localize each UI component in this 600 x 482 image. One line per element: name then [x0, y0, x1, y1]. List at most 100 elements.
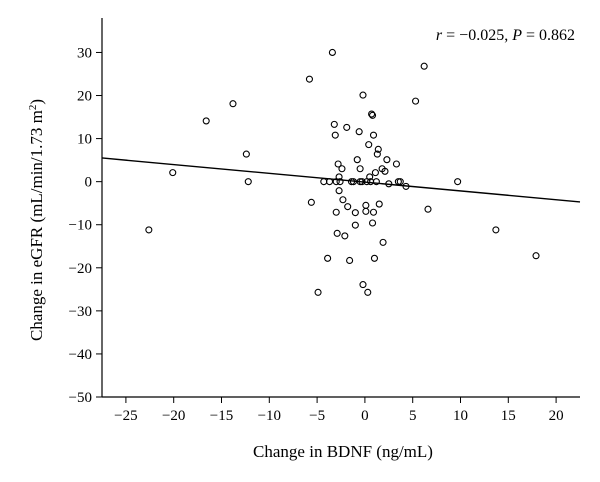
data-point	[333, 229, 341, 237]
data-point	[314, 288, 322, 296]
correlation-annotation: r = −0.025, P = 0.862	[436, 27, 575, 44]
data-point	[368, 111, 377, 119]
data-point	[320, 178, 328, 186]
data-point	[169, 169, 177, 177]
x-tick-label: −15	[210, 408, 233, 424]
data-point	[369, 208, 378, 216]
data-point	[331, 131, 339, 139]
data-point	[341, 232, 349, 240]
x-tick-label: −10	[258, 408, 281, 424]
data-point	[325, 178, 334, 186]
y-tick-label: 0	[85, 175, 93, 191]
y-axis-title-main: Change in eGFR (mL/min/1.73 m	[27, 110, 46, 341]
p-value: = 0.862	[522, 27, 575, 44]
data-point	[355, 128, 363, 136]
data-point	[359, 91, 367, 99]
data-point	[305, 75, 314, 83]
tick-labels-group: −25 −20 −15 −10 −5 0 5 10 15 203020100−10−20−30−4…	[69, 45, 564, 424]
data-point	[392, 160, 400, 168]
data-point	[346, 256, 354, 265]
data-point	[335, 187, 343, 195]
data-point	[424, 205, 432, 213]
data-point	[335, 173, 343, 181]
data-point	[242, 150, 250, 158]
data-point	[492, 226, 500, 234]
data-point	[375, 200, 383, 208]
x-tick-label: −25	[114, 408, 137, 424]
data-point	[353, 156, 361, 164]
data-point	[332, 208, 340, 216]
data-point	[334, 160, 342, 168]
data-point	[339, 196, 347, 204]
data-point	[412, 97, 420, 105]
data-point	[202, 117, 210, 125]
y-tick-label: 20	[77, 89, 92, 105]
data-point	[372, 178, 380, 186]
r-symbol: r	[436, 27, 443, 44]
data-point	[370, 254, 379, 262]
data-point	[344, 203, 352, 211]
data-point	[338, 165, 346, 173]
y-tick-label: 30	[77, 45, 92, 61]
data-point	[328, 48, 336, 57]
y-axis-title-sup: 2	[27, 105, 39, 111]
data-point	[366, 173, 374, 181]
y-tick-label: −10	[69, 218, 92, 234]
data-point	[145, 226, 153, 234]
y-tick-label: −40	[69, 347, 92, 363]
x-tick-label: 5	[409, 408, 417, 424]
data-point	[373, 150, 381, 158]
data-point	[324, 254, 332, 262]
data-point	[349, 178, 357, 186]
regression-line	[101, 157, 581, 203]
data-point	[368, 110, 376, 118]
ticks-group	[96, 51, 557, 403]
data-point	[379, 238, 387, 246]
p-symbol: P	[511, 27, 522, 44]
data-point	[356, 178, 364, 186]
data-point	[336, 178, 344, 186]
points-group	[145, 48, 540, 296]
data-point	[356, 165, 364, 173]
data-point	[343, 123, 351, 131]
data-point	[402, 182, 410, 190]
y-tick-label: −50	[69, 390, 92, 406]
x-tick-label: 0	[361, 408, 369, 424]
data-point	[369, 131, 378, 139]
data-point	[365, 141, 373, 149]
x-tick-label: 20	[549, 408, 564, 424]
data-point	[383, 156, 391, 164]
data-point	[358, 178, 366, 186]
data-point	[371, 169, 379, 177]
data-point	[532, 252, 540, 260]
data-point	[396, 178, 404, 186]
y-tick-label: −20	[69, 261, 92, 277]
data-point	[385, 180, 393, 188]
data-point	[244, 178, 252, 186]
x-tick-label: −20	[162, 408, 185, 424]
y-axis-title-close: )	[27, 99, 46, 105]
data-point	[359, 281, 367, 289]
data-point	[307, 198, 315, 206]
data-point	[368, 219, 377, 227]
data-point	[351, 209, 359, 217]
data-point	[330, 120, 338, 128]
x-tick-label: 15	[501, 408, 516, 424]
data-point	[347, 178, 356, 186]
data-point	[351, 221, 359, 229]
y-axis-title: Change in eGFR (mL/min/1.73 m2)	[27, 99, 46, 341]
data-point	[229, 100, 237, 108]
x-tick-label: −5	[309, 408, 325, 424]
data-point	[394, 178, 402, 186]
r-value: = −0.025,	[442, 27, 512, 44]
data-point	[362, 207, 370, 215]
data-point	[454, 178, 462, 186]
data-point	[374, 145, 382, 153]
data-point	[364, 288, 372, 296]
x-axis-title: Change in BDNF (ng/mL)	[253, 442, 433, 461]
data-point	[420, 62, 428, 70]
y-tick-label: −30	[69, 304, 92, 320]
x-tick-label: 10	[453, 408, 468, 424]
data-point	[362, 201, 370, 209]
